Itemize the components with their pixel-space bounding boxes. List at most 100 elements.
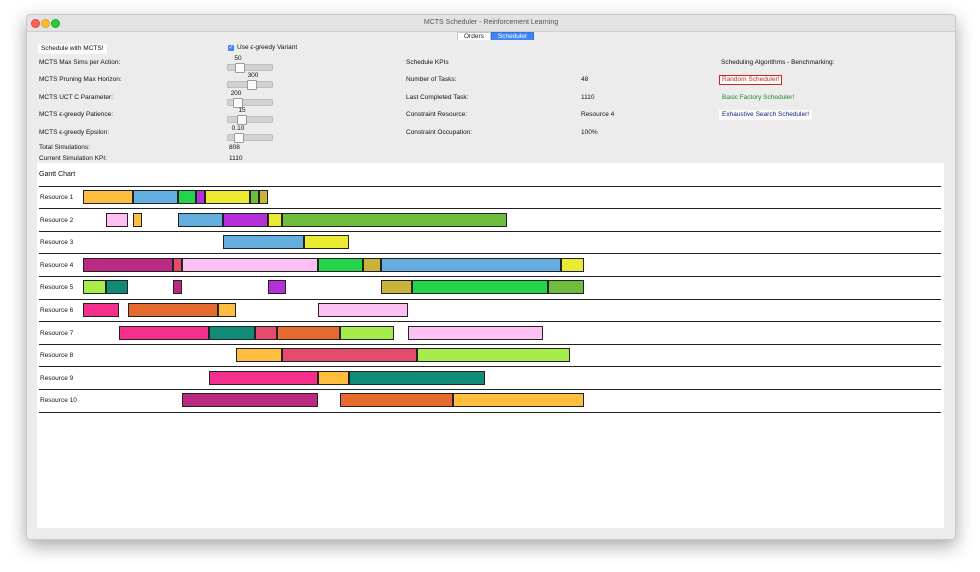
kpi-value-last-task: 1110 <box>581 94 595 101</box>
task-bar <box>407 325 544 340</box>
task-bar <box>281 348 417 363</box>
task-bar <box>222 235 305 250</box>
task-bar <box>132 190 178 204</box>
task-bar <box>132 212 142 227</box>
close-window-button[interactable] <box>31 19 40 28</box>
slider-value-max-sims: 50 <box>234 55 242 62</box>
benchmark-title: Scheduling Algorithms - Benchmarking: <box>721 59 835 66</box>
slider-label-uct-c: MCTS UCT C Parameter: <box>39 94 113 101</box>
task-bar <box>317 370 350 385</box>
window-title: MCTS Scheduler - Reinforcement Learning <box>423 19 559 26</box>
task-bar <box>105 212 129 227</box>
task-bar <box>268 212 282 227</box>
task-bar <box>83 303 120 317</box>
slider-value-uct-c: 200 <box>230 90 242 97</box>
task-bar <box>105 280 129 295</box>
kpi-label-tasks: Number of Tasks: <box>406 76 457 83</box>
slider-value-egreedy-patience: 15 <box>238 107 246 114</box>
egreedy-epsilon-slider[interactable] <box>227 133 273 143</box>
app-window: MCTS Scheduler - Reinforcement Learning … <box>26 14 956 540</box>
resource-label: Resource 10 <box>40 397 77 405</box>
kpi-value-constraint-resource: Resource 4 <box>581 111 615 118</box>
control-panel: Schedule with MCTS! MCTS Max Sims per Ac… <box>37 40 944 163</box>
resource-label: Resource 2 <box>40 216 74 224</box>
row-divider <box>39 298 941 300</box>
current-kpi-value: 1110 <box>229 155 243 162</box>
kpi-value-tasks: 48 <box>581 76 589 83</box>
task-bar <box>362 257 381 272</box>
max-sims-slider[interactable] <box>227 63 273 73</box>
maximize-window-button[interactable] <box>51 19 60 28</box>
resource-label: Resource 5 <box>40 284 74 292</box>
slider-thumb[interactable] <box>233 98 244 108</box>
task-bar <box>83 190 133 204</box>
row-divider <box>39 366 941 368</box>
task-bar <box>277 325 341 340</box>
task-bar <box>250 190 260 204</box>
task-bar <box>119 325 210 340</box>
task-bar <box>173 280 183 295</box>
task-bar <box>317 257 363 272</box>
kpi-value-constraint-occupation: 100% <box>581 129 598 136</box>
kpi-label-constraint-occupation: Constraint Occupation: <box>406 129 473 136</box>
task-bar <box>182 257 318 272</box>
gantt-chart: Gantt Chart Resource 1 Resource 2 Resource… <box>37 163 944 528</box>
egreedy-checkbox[interactable]: ✓ <box>228 45 234 51</box>
task-bar <box>222 212 269 227</box>
slider-label-egreedy-patience: MCTS ϵ-greedy Patience: <box>39 111 114 118</box>
task-bar <box>412 280 548 295</box>
task-bar <box>380 257 562 272</box>
slider-thumb[interactable] <box>234 133 245 143</box>
resource-label: Resource 9 <box>40 374 74 382</box>
slider-label-pruning-horizon: MCTS Pruning Max Horizon: <box>39 76 122 83</box>
exhaustive-search-scheduler-button[interactable]: Exhaustive Search Scheduler! <box>719 110 813 120</box>
row-divider <box>39 321 941 323</box>
current-kpi-label: Current Simulation KPI: <box>39 155 107 162</box>
gantt-title: Gantt Chart <box>39 171 76 178</box>
kpi-label-constraint-resource: Constraint Resource: <box>406 111 468 118</box>
task-bar <box>547 280 584 295</box>
task-bar <box>254 325 278 340</box>
row-divider <box>39 253 941 255</box>
slider-thumb[interactable] <box>236 115 247 125</box>
row-divider <box>39 185 941 187</box>
random-scheduler-button[interactable]: Random Scheduler! <box>719 75 783 85</box>
row-divider <box>39 208 941 210</box>
slider-value-egreedy-epsilon: 0.10 <box>231 125 245 132</box>
slider-label-egreedy-epsilon: MCTS ϵ-greedy Epsilon: <box>39 129 110 136</box>
title-bar: MCTS Scheduler - Reinforcement Learning <box>27 15 955 32</box>
task-bar <box>259 190 269 204</box>
task-bar <box>209 370 318 385</box>
task-bar <box>195 190 205 204</box>
task-bar <box>177 212 223 227</box>
task-bar <box>281 212 508 227</box>
resource-label: Resource 8 <box>40 352 74 360</box>
task-bar <box>182 393 318 408</box>
resource-label: Resource 4 <box>40 261 74 269</box>
row-divider <box>39 411 941 413</box>
task-bar <box>209 325 255 340</box>
task-bar <box>349 370 485 385</box>
total-simulations-label: Total Simulations: <box>39 144 90 151</box>
egreedy-patience-slider[interactable] <box>227 115 273 125</box>
task-bar <box>128 303 219 317</box>
resource-label: Resource 6 <box>40 307 74 314</box>
slider-label-max-sims: MCTS Max Sims per Action: <box>39 59 121 66</box>
pruning-horizon-slider[interactable] <box>227 80 273 90</box>
task-bar <box>177 190 196 204</box>
egreedy-checkbox-label: Use ϵ-greedy Variant <box>237 44 298 51</box>
slider-thumb[interactable] <box>246 80 257 90</box>
task-bar <box>561 257 584 272</box>
schedule-mcts-button[interactable]: Schedule with MCTS! <box>38 44 107 54</box>
basic-factory-scheduler-button[interactable]: Basic Factory Scheduler! <box>722 94 795 101</box>
minimize-window-button[interactable] <box>41 19 50 28</box>
slider-value-pruning-horizon: 300 <box>247 72 259 79</box>
kpi-label-last-task: Last Completed Task: <box>406 94 469 101</box>
task-bar <box>317 303 408 317</box>
uct-c-slider[interactable] <box>227 98 273 108</box>
slider-thumb[interactable] <box>234 63 245 73</box>
row-divider <box>39 343 941 345</box>
resource-label: Resource 3 <box>40 239 74 247</box>
task-bar <box>304 235 350 250</box>
task-bar <box>236 348 282 363</box>
